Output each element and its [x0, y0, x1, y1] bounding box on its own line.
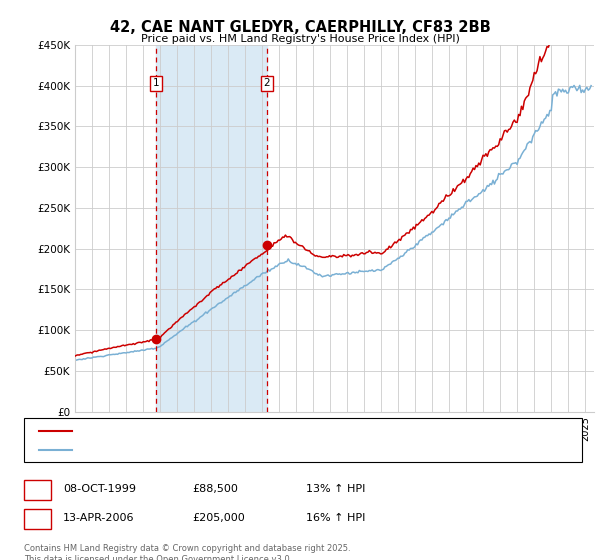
Text: 42, CAE NANT GLEDYR, CAERPHILLY, CF83 2BB (detached house): 42, CAE NANT GLEDYR, CAERPHILLY, CF83 2B…	[79, 426, 403, 436]
Text: 1: 1	[34, 484, 41, 494]
Text: 1: 1	[153, 78, 160, 88]
Text: 16% ↑ HPI: 16% ↑ HPI	[306, 513, 365, 523]
Text: 13% ↑ HPI: 13% ↑ HPI	[306, 484, 365, 494]
Text: HPI: Average price, detached house, Caerphilly: HPI: Average price, detached house, Caer…	[79, 445, 314, 455]
Text: £205,000: £205,000	[192, 513, 245, 523]
Text: Price paid vs. HM Land Registry's House Price Index (HPI): Price paid vs. HM Land Registry's House …	[140, 34, 460, 44]
Text: £88,500: £88,500	[192, 484, 238, 494]
Text: Contains HM Land Registry data © Crown copyright and database right 2025.
This d: Contains HM Land Registry data © Crown c…	[24, 544, 350, 560]
Text: 13-APR-2006: 13-APR-2006	[63, 513, 134, 523]
Text: 2: 2	[34, 513, 41, 523]
Bar	[156, 45, 267, 412]
Text: 08-OCT-1999: 08-OCT-1999	[63, 484, 136, 494]
Text: 2: 2	[263, 78, 270, 88]
Text: 42, CAE NANT GLEDYR, CAERPHILLY, CF83 2BB: 42, CAE NANT GLEDYR, CAERPHILLY, CF83 2B…	[110, 20, 490, 35]
